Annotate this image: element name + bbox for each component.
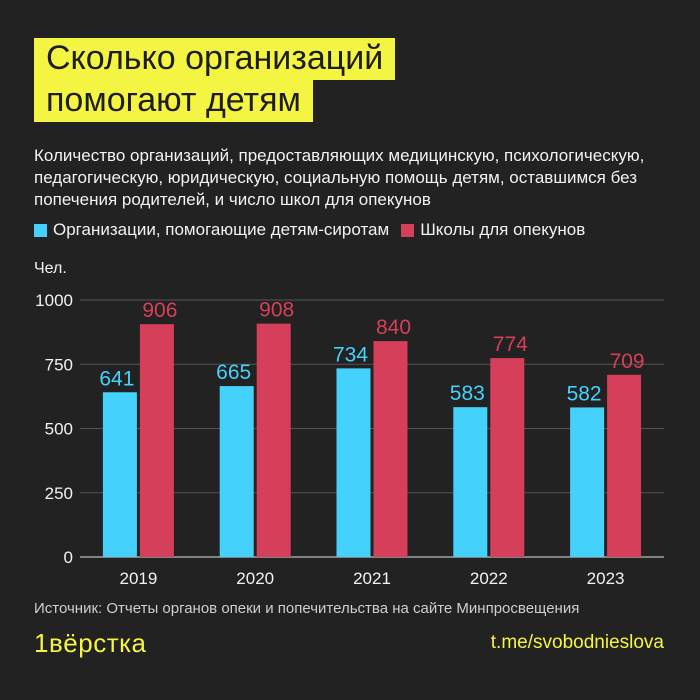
brand-logo: 1вёрстка — [34, 628, 147, 658]
title-block: Сколько организаций помогают детям — [34, 38, 396, 122]
bar — [453, 407, 488, 557]
data-label: 906 — [142, 299, 177, 322]
chart-subtitle: Количество организаций, предоставляющих … — [34, 146, 645, 209]
data-label: 665 — [216, 361, 251, 384]
legend-label-orgs: Организации, помогающие детям-сиротам — [53, 220, 390, 239]
y-tick-label: 500 — [45, 420, 73, 439]
legend-swatch-orgs — [34, 223, 47, 237]
legend: Организации, помогающие детям-сиротам Шк… — [34, 220, 585, 240]
data-label: 774 — [493, 333, 528, 356]
legend-item-orgs: Организации, помогающие детям-сиротам — [34, 220, 389, 240]
y-unit-label: Чел. — [34, 260, 67, 277]
bar — [373, 341, 408, 557]
bar — [102, 392, 137, 557]
bar — [139, 324, 174, 557]
x-tick-label: 2022 — [470, 569, 508, 588]
data-label: 582 — [567, 382, 602, 405]
title-line-2: помогают детям — [34, 80, 313, 122]
legend-item-schools: Школы для опекунов — [401, 220, 585, 240]
data-label: 583 — [450, 382, 485, 405]
bar — [256, 323, 291, 557]
source-note: Источник: Отчеты органов опеки и попечит… — [34, 600, 580, 617]
data-label: 641 — [99, 367, 134, 390]
title-line-1: Сколько организаций — [34, 38, 396, 80]
y-tick-label: 0 — [64, 548, 73, 567]
y-tick-label: 250 — [45, 484, 73, 503]
y-tick-label: 750 — [45, 355, 73, 374]
x-tick-label: 2019 — [119, 569, 157, 588]
bar — [336, 368, 371, 557]
bar-chart: 0 250 500 750 1000 641 906 2019 665 908 2020 734 840… — [35, 291, 664, 588]
x-tick-label: 2020 — [236, 569, 274, 588]
y-tick-label: 1000 — [35, 291, 73, 310]
data-label: 908 — [259, 299, 294, 322]
x-tick-label: 2021 — [353, 569, 391, 588]
legend-swatch-schools — [401, 223, 415, 237]
bar — [219, 386, 254, 557]
data-label: 709 — [610, 350, 645, 373]
bar — [570, 407, 605, 557]
data-label: 840 — [376, 316, 411, 339]
bar — [607, 374, 642, 557]
x-tick-label: 2023 — [587, 569, 625, 588]
bar — [490, 358, 525, 557]
channel-link[interactable]: t.me/svobodnieslova — [490, 632, 664, 653]
data-label: 734 — [333, 343, 368, 366]
legend-label-schools: Школы для опекунов — [420, 220, 586, 239]
